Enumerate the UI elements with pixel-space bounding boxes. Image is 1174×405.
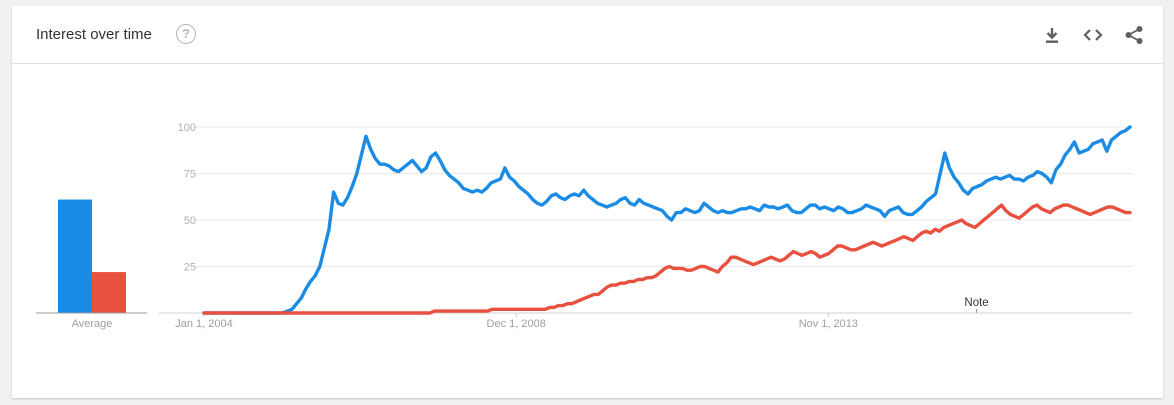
annotation: Note: [964, 297, 989, 313]
card-header: Interest over time ?: [12, 6, 1163, 64]
x-tick-label: Nov 1, 2013: [799, 318, 858, 330]
card-title: Interest over time: [36, 26, 152, 43]
download-icon[interactable]: [1041, 24, 1063, 46]
y-axis: 25 50 75 100: [178, 122, 196, 274]
chart-area: Average 25 50 75 100 Jan 1, 2004 Dec 1, 2008…: [36, 122, 1132, 330]
annotation-label[interactable]: Note: [964, 297, 988, 309]
share-icon[interactable]: [1123, 24, 1145, 46]
x-tick-label: Dec 1, 2008: [487, 318, 546, 330]
x-axis: Jan 1, 2004 Dec 1, 2008 Nov 1, 2013: [175, 313, 858, 330]
average-chart: Average: [36, 199, 147, 330]
average-bar-1: [58, 199, 92, 313]
average-label: Average: [72, 318, 113, 330]
help-circle-icon[interactable]: ?: [176, 24, 196, 44]
y-tick-label: 25: [184, 262, 196, 274]
interest-over-time-card: Interest over time ? Average 25 50 75 100 J…: [12, 6, 1163, 398]
series-line-1: [202, 125, 1132, 315]
series-lines: [202, 125, 1132, 315]
x-tick-label: Jan 1, 2004: [175, 318, 233, 330]
series-line-2: [202, 203, 1132, 315]
average-bar-2: [92, 272, 126, 313]
y-tick-label: 50: [184, 215, 196, 227]
y-tick-label: 75: [184, 169, 196, 181]
y-tick-label: 100: [178, 122, 196, 134]
embed-code-icon[interactable]: [1082, 24, 1104, 46]
